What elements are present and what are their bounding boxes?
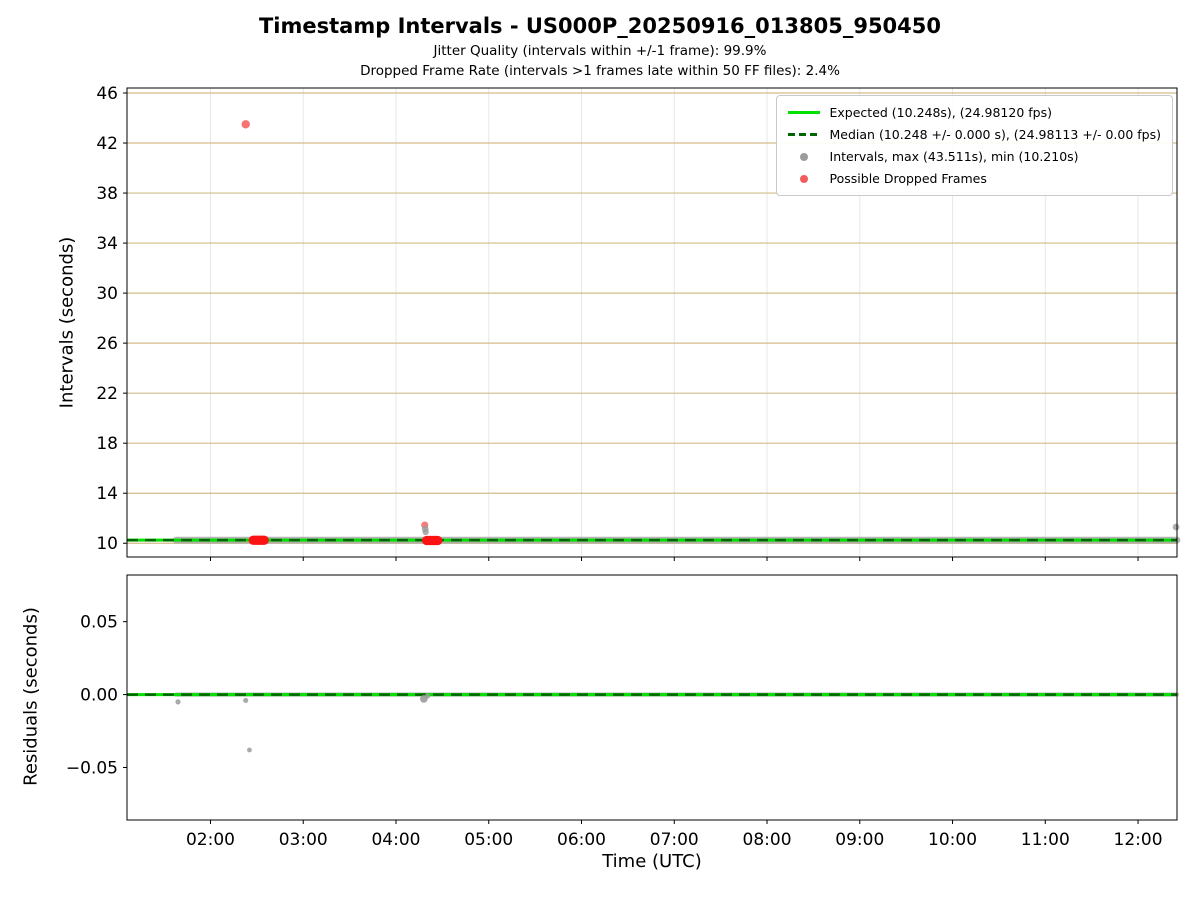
interval-point [243,697,249,704]
y-tick-label: 10 [96,534,118,554]
x-tick-label: 04:00 [371,830,420,850]
legend-label: Possible Dropped Frames [829,171,987,186]
legend-item: Median (10.248 +/- 0.000 s), (24.98113 +… [787,126,1161,143]
x-tick-label: 11:00 [1021,830,1070,850]
y-axis-label-intervals: Intervals (seconds) [56,236,78,409]
y-tick-label: 34 [96,234,118,254]
legend-item: Possible Dropped Frames [788,170,1161,187]
y-tick-label: 0.05 [80,613,118,633]
legend-marker-dot [788,174,820,183]
x-tick-label: 03:00 [279,830,328,850]
x-tick-label: 12:00 [1114,830,1163,850]
residuals-plot: 02:00 03:00 04:00 05:00 06:00 07:00 08:00 09:00… [66,574,1180,850]
chart-title: Timestamp Intervals - US000P_20250916_01… [258,14,942,38]
legend-label: Median (10.248 +/- 0.000 s), (24.98113 +… [829,127,1161,142]
chart-subtitle-jitter: Jitter Quality (intervals within +/-1 fr… [433,43,767,59]
legend-label: Intervals, max (43.511s), min (10.210s) [829,149,1079,164]
axes-spine [126,87,1178,558]
y-tick-label: 42 [96,134,118,154]
legend-marker-dashed-line [787,133,820,136]
y-tick-label: 26 [96,334,118,354]
y-tick-label: 38 [96,184,118,204]
legend-marker-dot [788,152,820,161]
x-axis-label: Time (UTC) [602,851,702,872]
legend-item: Expected (10.248s), (24.98120 fps) [787,104,1161,121]
chart-subtitle-dropped: Dropped Frame Rate (intervals >1 frames … [360,63,840,79]
y-tick-label: 46 [96,84,118,104]
y-tick-label: 18 [96,434,118,454]
dropped-frame-point [241,120,250,129]
y-axis-label-residuals: Residuals (seconds) [20,607,42,786]
y-tick-label: 30 [96,284,118,304]
y-tick-label: 22 [96,384,118,404]
legend-marker-line [787,111,820,114]
plot-background [127,575,1177,820]
x-tick-label: 05:00 [464,830,513,850]
y-tick-label: 0.00 [80,686,118,706]
interval-point [175,699,181,705]
y-tick-label: −0.05 [66,759,118,779]
x-tick-label: 06:00 [557,830,606,850]
y-tick-label: 14 [96,484,118,504]
x-tick-label: 02:00 [186,830,235,850]
interval-point [1172,523,1180,531]
interval-point [422,528,429,536]
interval-point [424,693,431,699]
x-tick-label: 09:00 [835,830,884,850]
x-tick-label: 10:00 [928,830,977,850]
interval-point [247,747,252,753]
legend-item: Intervals, max (43.511s), min (10.210s) [788,148,1161,165]
legend: Expected (10.248s), (24.98120 fps) Median… [775,95,1173,196]
axes-spine [126,574,1178,821]
legend-label: Expected (10.248s), (24.98120 fps) [829,105,1052,120]
x-tick-label: 07:00 [650,830,699,850]
x-tick-label: 08:00 [743,830,792,850]
